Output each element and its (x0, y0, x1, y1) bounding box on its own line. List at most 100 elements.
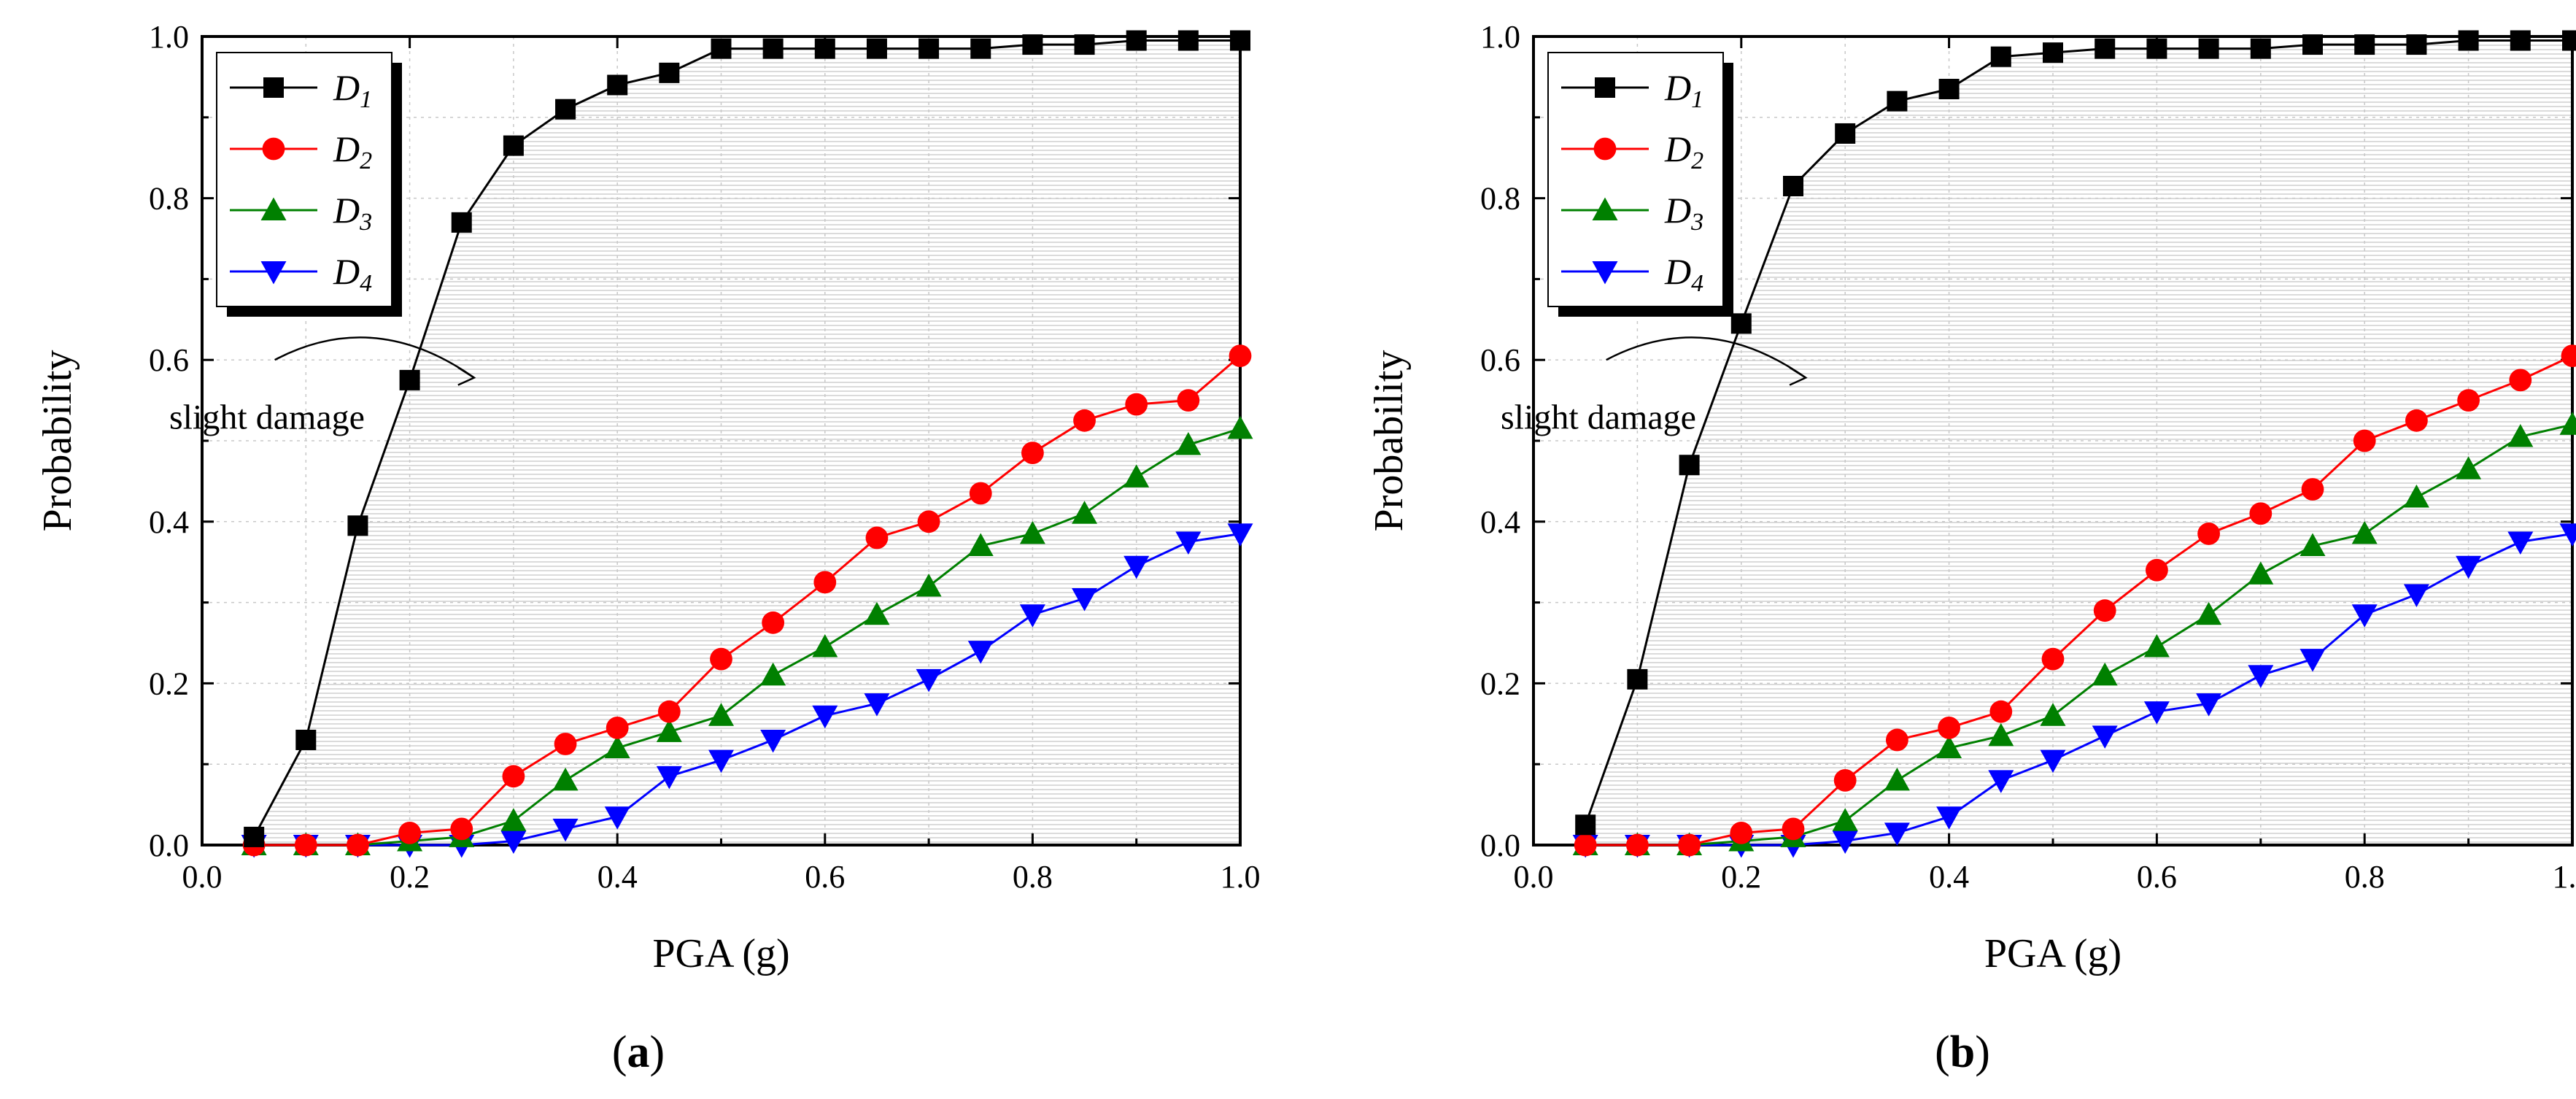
data-point (552, 767, 579, 791)
panel-b: 0.0 0.2 0.4 0.6 0.8 1.0 0.0 0.2 0.4 0.6 0.8 1.0 PGA … (1366, 19, 2576, 1077)
data-point (1936, 735, 1962, 759)
series-D4 (241, 523, 1253, 858)
data-point (1073, 409, 1096, 432)
data-point (2510, 30, 2531, 51)
data-point (1177, 389, 1200, 412)
legend-item-D3: D3 (1561, 190, 1703, 236)
data-point (555, 99, 576, 120)
x-tick-label: 1.0 (2553, 859, 2576, 895)
legend-label: D1 (333, 67, 372, 113)
data-point (606, 716, 629, 739)
y-tick-label: 0.0 (1480, 828, 1520, 863)
data-point (2146, 558, 2168, 582)
data-point (657, 700, 681, 723)
data-point (2405, 409, 2428, 432)
data-point (1227, 523, 1253, 547)
data-point (2509, 369, 2532, 392)
data-point (710, 647, 732, 671)
data-point (2040, 749, 2066, 774)
data-point (1936, 806, 1962, 830)
data-point (1783, 175, 1803, 196)
data-point (1938, 716, 1961, 739)
data-point (604, 735, 630, 759)
data-point (2507, 531, 2534, 555)
data-point (1832, 830, 1858, 854)
data-point (2092, 725, 2118, 749)
data-point (399, 369, 420, 390)
series-D1 (244, 30, 1250, 847)
data-point (262, 137, 285, 161)
data-point (1678, 833, 1701, 857)
data-point (1019, 520, 1045, 544)
data-point (1989, 700, 2013, 723)
data-point (2406, 34, 2427, 55)
legend-label: D3 (1664, 190, 1703, 236)
data-point (1835, 123, 1856, 144)
x-tick-label: 0.4 (597, 859, 638, 895)
data-point (2095, 38, 2116, 59)
panel-a: 0.0 0.2 0.4 0.6 0.8 1.0 0.0 0.2 0.4 0.6 0.8 1.0 PGA … (35, 19, 1261, 1077)
data-point (2196, 601, 2222, 625)
data-point (1229, 344, 1252, 368)
data-point (866, 38, 887, 59)
data-point (451, 212, 472, 233)
legend: D1 D2 D3 D4 (216, 52, 402, 317)
data-point (812, 705, 838, 729)
y-tick-label: 0.4 (1480, 504, 1520, 540)
data-point (1679, 455, 1700, 476)
data-point (1592, 197, 1618, 220)
data-point (1574, 833, 1597, 857)
data-point (450, 817, 473, 841)
data-point (1988, 722, 2014, 747)
data-point (1022, 34, 1043, 55)
legend-label: D1 (1664, 67, 1703, 113)
data-point (2143, 634, 2170, 658)
data-point (1227, 415, 1253, 439)
x-tick-label: 0.6 (2137, 859, 2177, 895)
data-point (503, 135, 524, 156)
data-point (760, 729, 786, 753)
data-point (2093, 599, 2116, 622)
x-tick-label: 0.0 (1514, 859, 1554, 895)
data-point (2092, 662, 2118, 686)
data-point (2351, 520, 2378, 544)
data-point (2562, 30, 2576, 51)
data-point (1990, 46, 2011, 67)
data-point (2196, 693, 2222, 717)
y-tick-label: 1.0 (1480, 19, 1520, 55)
legend-label: D2 (333, 128, 372, 174)
data-point (1886, 728, 1908, 752)
data-point (500, 830, 527, 854)
y-tick-label: 0.2 (149, 666, 189, 701)
data-point (2456, 555, 2482, 579)
legend-item-D4: D4 (230, 251, 372, 297)
legend: D1 D2 D3 D4 (1547, 52, 1733, 317)
data-point (1730, 313, 1752, 334)
data-point (1123, 555, 1150, 579)
legend-label: D4 (333, 251, 372, 297)
x-axis-label: PGA (g) (652, 931, 789, 976)
data-point (1575, 814, 1596, 836)
data-point (1177, 30, 1199, 51)
data-point (2041, 647, 2065, 671)
y-axis-label: Probability (1366, 350, 1412, 532)
legend-item-D3: D3 (230, 190, 372, 236)
y-axis-label: Probability (35, 350, 80, 532)
data-point (656, 766, 682, 790)
data-point (2248, 665, 2274, 688)
data-point (1884, 822, 1910, 846)
x-tick-label: 0.4 (1929, 859, 1969, 895)
data-point (2403, 485, 2429, 508)
legend-box (216, 52, 392, 307)
data-point (1730, 821, 1753, 844)
data-point (2457, 389, 2480, 412)
data-point (967, 641, 994, 664)
data-point (1626, 833, 1649, 857)
legend-label: D3 (333, 190, 372, 236)
data-point (604, 806, 630, 830)
data-point (1887, 90, 1908, 112)
data-point (2197, 522, 2221, 545)
data-point (2456, 456, 2482, 479)
data-point (864, 601, 890, 625)
data-point (2300, 649, 2326, 672)
